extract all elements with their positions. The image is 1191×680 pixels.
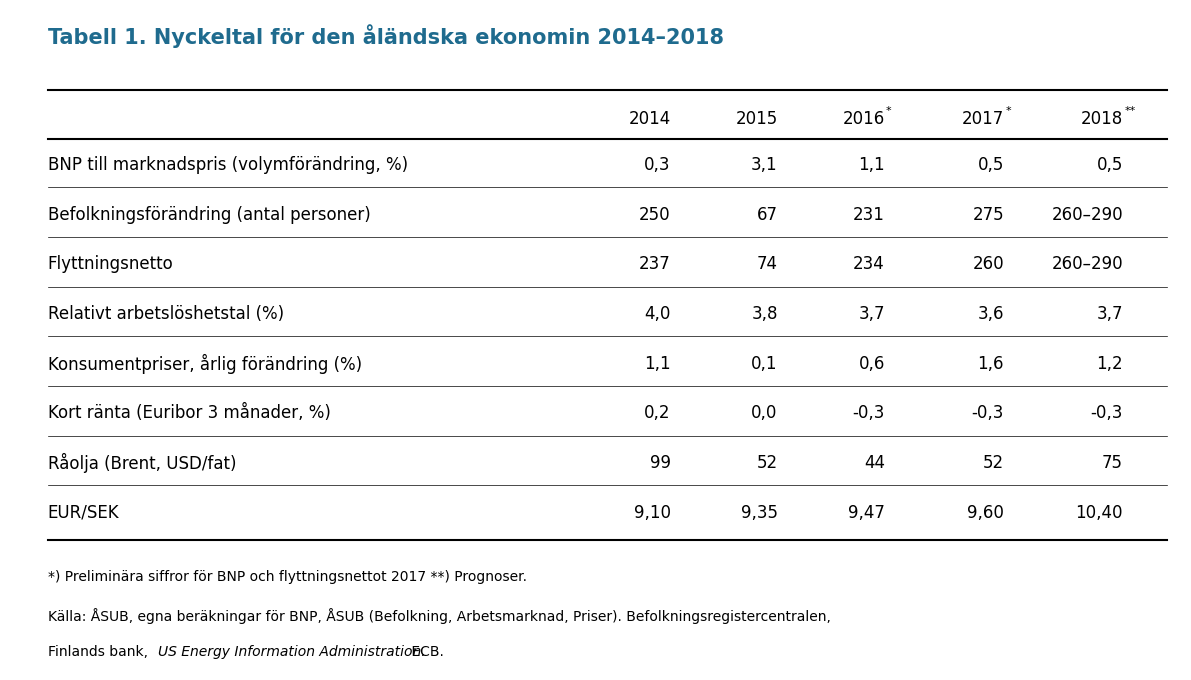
Text: 9,47: 9,47 [848,504,885,522]
Text: 52: 52 [756,454,778,472]
Text: BNP till marknadspris (volymförändring, %): BNP till marknadspris (volymförändring, … [48,156,407,174]
Text: 1,1: 1,1 [859,156,885,174]
Text: 75: 75 [1102,454,1123,472]
Text: 260–290: 260–290 [1052,206,1123,224]
Text: 99: 99 [649,454,671,472]
Text: 3,7: 3,7 [1097,305,1123,323]
Text: 67: 67 [756,206,778,224]
Text: 3,8: 3,8 [752,305,778,323]
Text: 4,0: 4,0 [644,305,671,323]
Text: ECB.: ECB. [407,645,444,659]
Text: 3,1: 3,1 [752,156,778,174]
Text: 1,1: 1,1 [644,355,671,373]
Text: Källa: ÅSUB, egna beräkningar för BNP, ÅSUB (Befolkning, Arbetsmarknad, Priser).: Källa: ÅSUB, egna beräkningar för BNP, Å… [48,608,830,624]
Text: *) Preliminära siffror för BNP och flyttningsnettot 2017 **) Prognoser.: *) Preliminära siffror för BNP och flytt… [48,571,526,584]
Text: 1,2: 1,2 [1097,355,1123,373]
Text: 2015: 2015 [736,110,778,129]
Text: *: * [886,105,892,116]
Text: 2014: 2014 [629,110,671,129]
Text: 275: 275 [972,206,1004,224]
Text: 231: 231 [853,206,885,224]
Text: Flyttningsnetto: Flyttningsnetto [48,256,174,273]
Text: 3,7: 3,7 [859,305,885,323]
Text: 260–290: 260–290 [1052,256,1123,273]
Text: 3,6: 3,6 [978,305,1004,323]
Text: 52: 52 [983,454,1004,472]
Text: 74: 74 [756,256,778,273]
Text: 0,3: 0,3 [644,156,671,174]
Text: -0,3: -0,3 [972,405,1004,422]
Text: Råolja (Brent, USD/fat): Råolja (Brent, USD/fat) [48,453,236,473]
Text: 0,5: 0,5 [1097,156,1123,174]
Text: 234: 234 [853,256,885,273]
Text: -0,3: -0,3 [1091,405,1123,422]
Text: 10,40: 10,40 [1075,504,1123,522]
Text: 0,6: 0,6 [859,355,885,373]
Text: 9,60: 9,60 [967,504,1004,522]
Text: *: * [1005,105,1011,116]
Text: Konsumentpriser, årlig förändring (%): Konsumentpriser, årlig förändring (%) [48,354,362,374]
Text: Relativt arbetslöshetstal (%): Relativt arbetslöshetstal (%) [48,305,283,323]
Text: -0,3: -0,3 [853,405,885,422]
Text: 260: 260 [972,256,1004,273]
Text: **: ** [1124,105,1135,116]
Text: EUR/SEK: EUR/SEK [48,504,119,522]
Text: Kort ränta (Euribor 3 månader, %): Kort ränta (Euribor 3 månader, %) [48,405,331,422]
Text: Tabell 1. Nyckeltal för den åländska ekonomin 2014–2018: Tabell 1. Nyckeltal för den åländska eko… [48,24,724,48]
Text: 0,1: 0,1 [752,355,778,373]
Text: US Energy Information Administration.: US Energy Information Administration. [157,645,425,659]
Text: 0,2: 0,2 [644,405,671,422]
Text: 250: 250 [638,206,671,224]
Text: Befolkningsförändring (antal personer): Befolkningsförändring (antal personer) [48,206,370,224]
Text: 237: 237 [638,256,671,273]
Text: 0,5: 0,5 [978,156,1004,174]
Text: 2017: 2017 [962,110,1004,129]
Text: 1,6: 1,6 [978,355,1004,373]
Text: 2016: 2016 [843,110,885,129]
Text: 9,10: 9,10 [634,504,671,522]
Text: Finlands bank,: Finlands bank, [48,645,152,659]
Text: 44: 44 [863,454,885,472]
Text: 9,35: 9,35 [741,504,778,522]
Text: 0,0: 0,0 [752,405,778,422]
Text: 2018: 2018 [1081,110,1123,129]
